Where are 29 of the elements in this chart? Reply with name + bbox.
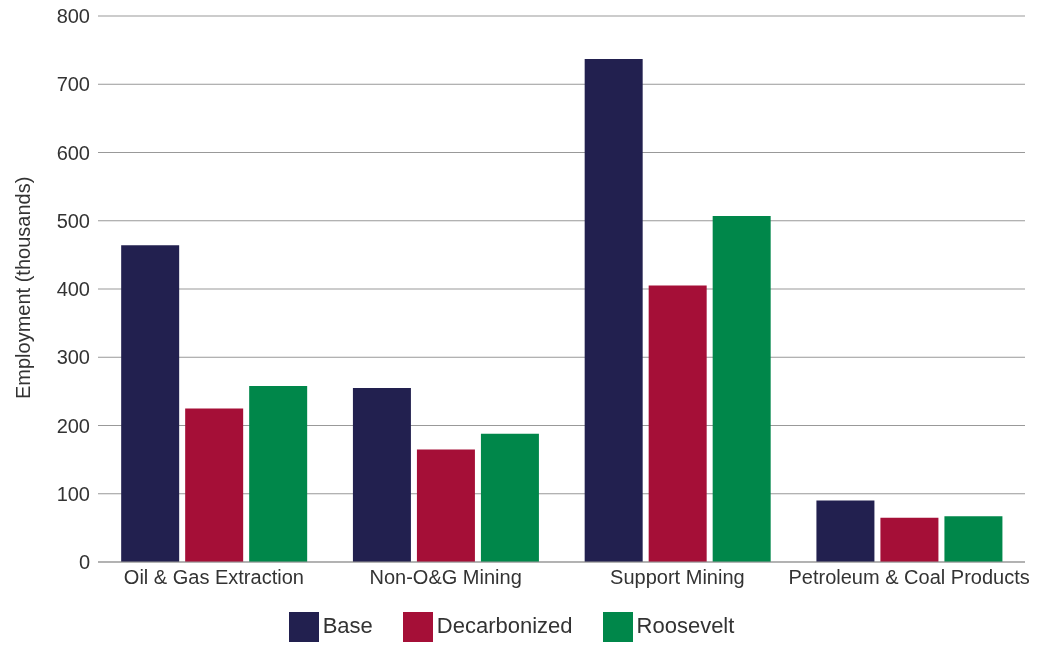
bar <box>648 285 707 562</box>
x-tick-label: Petroleum & Coal Products <box>788 566 1030 589</box>
y-tick-label: 500 <box>56 209 90 232</box>
x-tick-label: Oil & Gas Extraction <box>123 566 304 589</box>
y-tick-label: 100 <box>56 482 90 505</box>
bar <box>712 215 771 562</box>
bar <box>121 245 180 562</box>
y-tick-label: 700 <box>56 73 90 96</box>
bar <box>944 516 1003 562</box>
bar <box>480 433 539 562</box>
y-axis-title: Employment (thousands) <box>12 176 35 399</box>
bar <box>416 449 475 562</box>
bar <box>584 59 643 562</box>
x-tick-label: Non-O&G Mining <box>369 566 522 589</box>
legend-label: Base <box>322 612 373 638</box>
bar <box>249 385 308 562</box>
x-tick-label: Support Mining <box>610 566 745 589</box>
bar <box>185 408 244 562</box>
bar <box>352 387 411 562</box>
legend-label: Roosevelt <box>636 612 735 638</box>
y-tick-label: 0 <box>78 551 90 574</box>
bar <box>816 500 875 562</box>
y-tick-label: 400 <box>56 278 90 301</box>
y-tick-label: 300 <box>56 346 90 369</box>
y-tick-label: 600 <box>56 141 90 164</box>
legend-label: Decarbonized <box>436 612 573 638</box>
y-tick-label: 200 <box>56 414 90 437</box>
bar <box>880 517 939 562</box>
y-tick-label: 800 <box>56 5 90 28</box>
